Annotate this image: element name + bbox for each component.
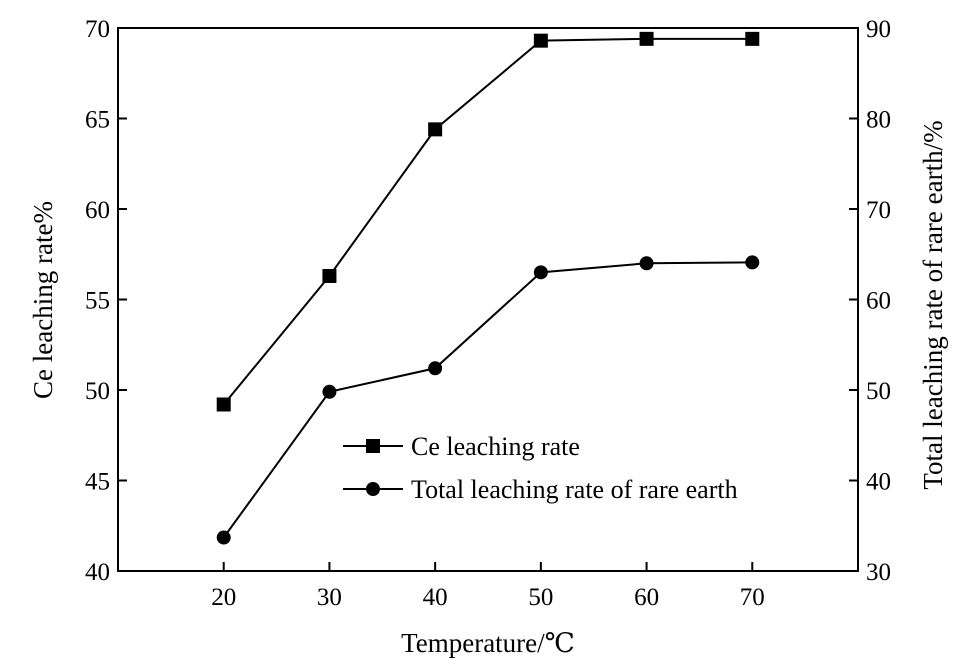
legend-marker-circle xyxy=(366,482,380,496)
data-point-circle xyxy=(216,530,231,545)
left-y-tick-label: 40 xyxy=(85,559,110,586)
legend-marker-square xyxy=(366,439,380,453)
right-y-tick-label: 90 xyxy=(866,16,891,43)
x-tick-label: 30 xyxy=(317,584,342,611)
right-y-tick-label: 70 xyxy=(866,197,891,224)
right-y-tick-label: 80 xyxy=(866,107,891,134)
legend-label-ce: Ce leaching rate xyxy=(411,432,580,461)
right-y-tick-label: 30 xyxy=(866,559,891,586)
series-layer xyxy=(216,31,760,545)
x-tick-label: 40 xyxy=(423,584,448,611)
data-point-circle xyxy=(639,256,654,271)
data-point-square xyxy=(533,33,548,48)
data-point-circle xyxy=(428,361,443,376)
left-y-tick-label: 70 xyxy=(85,16,110,43)
x-tick-label: 50 xyxy=(528,584,553,611)
data-point-square xyxy=(639,31,654,46)
data-point-square xyxy=(428,122,443,137)
data-point-circle xyxy=(745,255,760,270)
x-axis-title: Temperature/℃ xyxy=(401,628,575,658)
series-line-1 xyxy=(222,261,753,539)
left-y-tick-label: 50 xyxy=(85,378,110,405)
x-tick-label: 60 xyxy=(634,584,659,611)
series-line-0 xyxy=(222,37,753,406)
data-point-square xyxy=(216,397,231,412)
data-point-square xyxy=(322,268,337,283)
left-y-tick-label: 55 xyxy=(85,288,110,315)
x-tick-label: 20 xyxy=(211,584,236,611)
data-point-square xyxy=(745,31,760,46)
left-y-tick-label: 45 xyxy=(85,469,110,496)
right-y-tick-label: 40 xyxy=(866,469,891,496)
right-y-tick-label: 60 xyxy=(866,288,891,315)
left-y-tick-label: 65 xyxy=(85,107,110,134)
right-y-tick-label: 50 xyxy=(866,378,891,405)
left-y-tick-label: 60 xyxy=(85,197,110,224)
data-point-circle xyxy=(322,384,337,399)
legend: Ce leaching rate Total leaching rate of … xyxy=(343,432,738,504)
left-y-axis-title: Ce leaching rate% xyxy=(28,201,58,399)
data-point-circle xyxy=(533,265,548,280)
legend-label-total: Total leaching rate of rare earth xyxy=(411,475,738,504)
right-y-axis-title: Total leaching rate of rare earth/% xyxy=(918,120,948,489)
axis-ticks: 20 30 40 50 60 70 40 45 50 55 60 65 70 30 40 50 60 70 80 90 xyxy=(85,16,891,611)
x-tick-label: 70 xyxy=(740,584,765,611)
